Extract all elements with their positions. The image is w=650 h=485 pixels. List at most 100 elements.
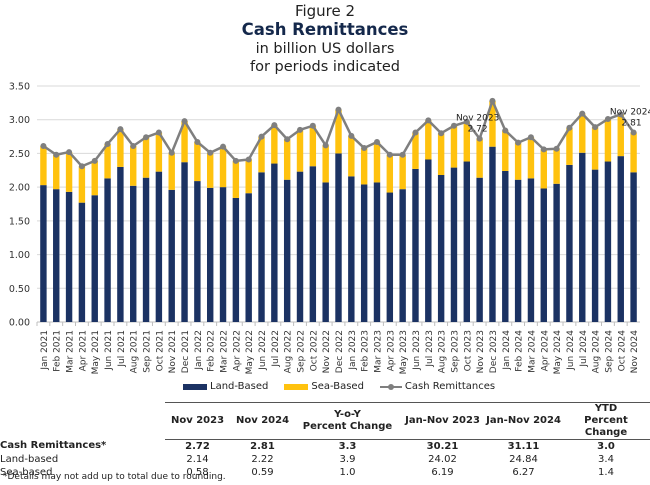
bar-land-based — [450, 167, 458, 322]
x-tick-label: Oct 2024 — [617, 330, 627, 372]
bar-land-based — [540, 188, 547, 322]
annotation-label: Nov 2023 — [456, 114, 499, 124]
point-cash-remittances — [40, 143, 47, 150]
point-cash-remittances — [489, 97, 496, 104]
x-tick-label: May 2022 — [245, 330, 255, 374]
bar-sea-based — [219, 146, 227, 188]
bar-land-based — [412, 168, 419, 322]
point-cash-remittances — [373, 138, 380, 145]
bar-land-based — [553, 183, 560, 322]
x-tick-label: May 2023 — [399, 330, 409, 374]
point-cash-remittances — [617, 111, 624, 118]
x-tick-label: Jul 2021 — [117, 330, 127, 368]
cell: 1.0 — [339, 466, 356, 478]
bar-sea-based — [579, 113, 586, 153]
figure-label: Figure 2 — [294, 2, 356, 20]
point-cash-remittances — [450, 122, 457, 129]
x-tick-label: Jul 2022 — [271, 330, 281, 368]
cell: 2.81 — [250, 440, 275, 452]
point-cash-remittances — [258, 133, 265, 140]
bar-land-based — [78, 202, 86, 322]
cell: 2.14 — [186, 453, 209, 465]
y-tick-label: 3.00 — [9, 115, 30, 126]
footnote: *Details may not add up to total due to … — [3, 472, 226, 482]
x-tick-label: Aug 2022 — [284, 330, 294, 373]
bar-sea-based — [425, 120, 432, 160]
bar-land-based — [579, 152, 586, 322]
bar-sea-based — [437, 133, 445, 176]
cell: 6.19 — [431, 466, 454, 478]
bar-land-based — [271, 163, 278, 322]
point-cash-remittances — [592, 124, 599, 131]
bar-sea-based — [155, 132, 163, 172]
bar-sea-based — [258, 136, 265, 173]
chart-subtitle-line2: for periods indicated — [249, 59, 401, 75]
y-tick-label: 3.50 — [9, 82, 30, 93]
point-cash-remittances — [297, 126, 304, 133]
bar-land-based — [181, 162, 188, 322]
bar-sea-based — [245, 159, 252, 194]
bar-sea-based — [283, 139, 291, 180]
bar-sea-based — [130, 146, 137, 186]
point-cash-remittances — [604, 116, 611, 123]
legend-item-total: Cash Remittances — [379, 381, 496, 392]
point-cash-remittances — [579, 110, 586, 117]
chart-header: Figure 2 Cash Remittances in billion US … — [0, 2, 650, 76]
bar-land-based — [65, 191, 73, 322]
col-header: YTD Percent Change — [562, 402, 650, 440]
point-cash-remittances — [515, 139, 522, 146]
cell: 30.21 — [426, 440, 459, 452]
bar-sea-based — [502, 130, 509, 171]
bar-sea-based — [296, 129, 304, 172]
point-cash-remittances — [104, 140, 111, 147]
x-tick-label: Oct 2021 — [155, 330, 165, 371]
bar-sea-based — [309, 125, 317, 167]
x-tick-label: Jan 2023 — [348, 330, 358, 371]
bar-sea-based — [78, 166, 86, 203]
bar-sea-based — [360, 148, 368, 185]
x-tick-label: Jun 2023 — [412, 330, 422, 371]
x-tick-label: Apr 2021 — [78, 330, 88, 371]
annotation-value: 2.72 — [468, 125, 488, 135]
cell: 2.22 — [251, 453, 274, 465]
point-cash-remittances — [207, 149, 214, 156]
x-tick-label: Apr 2022 — [232, 330, 242, 371]
bar-land-based — [142, 177, 150, 322]
x-tick-label: Dec 2022 — [335, 330, 345, 373]
chart-title: Cash Remittances — [241, 20, 409, 39]
point-cash-remittances — [502, 127, 509, 134]
x-tick-label: Sep 2021 — [143, 330, 153, 373]
bar-land-based — [591, 169, 599, 322]
chart-legend: Land-Based Sea-Based Cash Remittances — [183, 381, 511, 392]
x-tick-label: Aug 2024 — [592, 330, 602, 374]
x-tick-label: Apr 2024 — [540, 330, 550, 372]
cell: 0.58 — [186, 466, 209, 478]
point-cash-remittances — [527, 134, 534, 141]
bar-sea-based — [271, 125, 278, 164]
point-cash-remittances — [130, 143, 137, 150]
cell: 1.4 — [598, 466, 614, 478]
bar-sea-based — [630, 132, 637, 173]
x-tick-label: Feb 2024 — [515, 330, 525, 372]
point-cash-remittances — [53, 151, 60, 158]
annotation-value: 2.81 — [622, 119, 642, 129]
x-tick-label: Aug 2023 — [438, 330, 448, 373]
x-tick-label: Sep 2022 — [297, 330, 307, 373]
x-tick-label: Feb 2023 — [361, 330, 371, 372]
legend-swatch-land — [183, 383, 207, 390]
row-label: Cash Remittances* — [0, 440, 107, 452]
point-cash-remittances — [348, 132, 355, 139]
col-header: Nov 2024 — [230, 402, 295, 440]
point-cash-remittances — [476, 135, 483, 142]
bar-sea-based — [206, 152, 214, 188]
bar-sea-based — [514, 142, 522, 180]
x-tick-label: Feb 2022 — [207, 330, 217, 372]
point-cash-remittances — [630, 129, 637, 136]
point-cash-remittances — [155, 129, 162, 136]
bar-sea-based — [348, 135, 355, 177]
x-tick-label: Oct 2023 — [463, 330, 473, 371]
legend-label-total: Cash Remittances — [404, 381, 496, 392]
col-header: Y-o-Y Percent Change — [295, 402, 400, 440]
cell: 6.27 — [512, 466, 535, 478]
bar-sea-based — [476, 138, 483, 178]
